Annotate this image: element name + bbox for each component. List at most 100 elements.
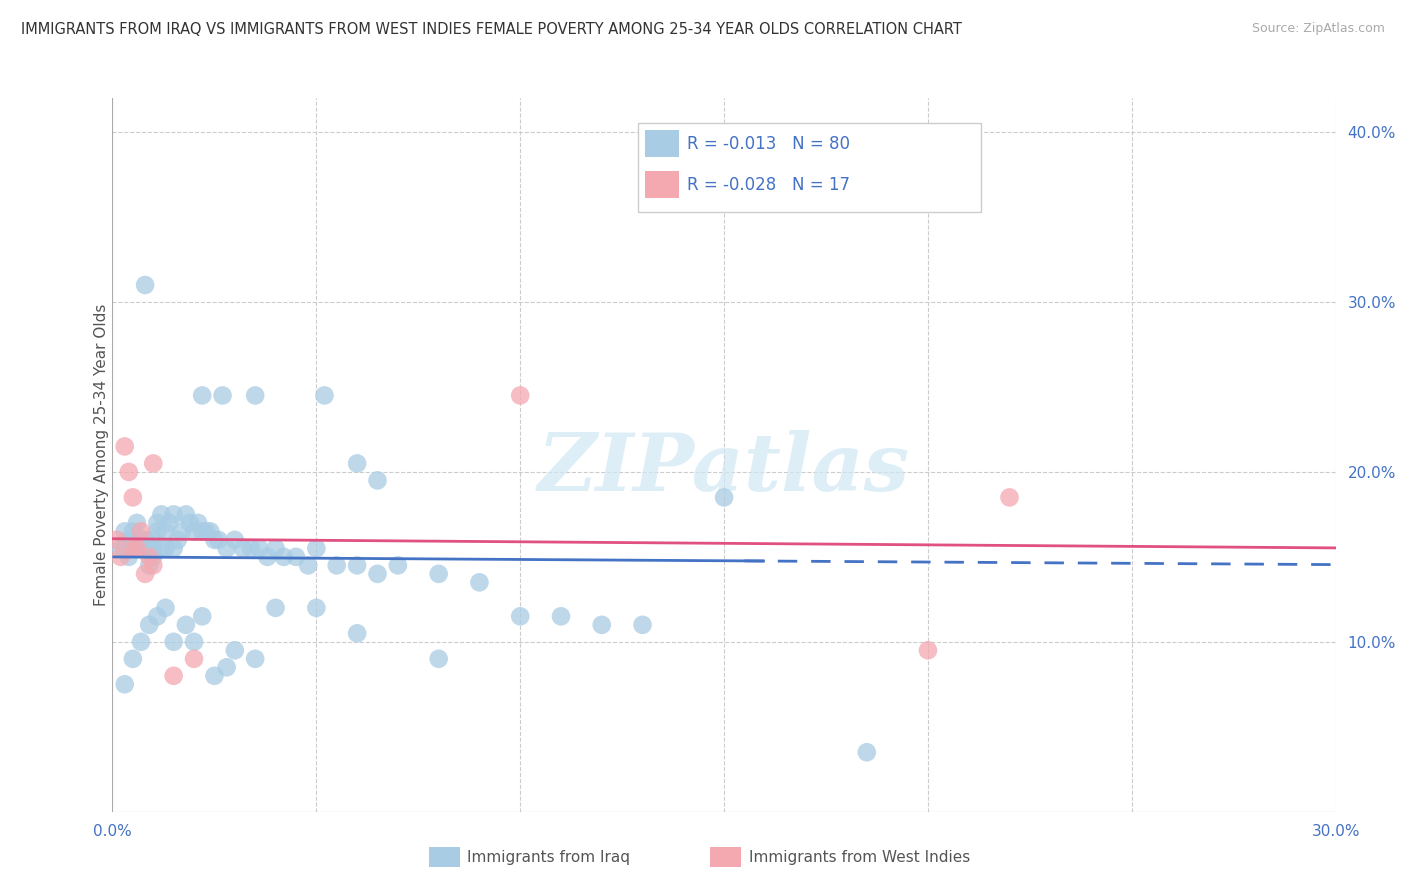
Point xyxy=(142,541,165,556)
Point xyxy=(159,516,181,530)
Point xyxy=(211,388,233,402)
Text: ZIPatlas: ZIPatlas xyxy=(538,431,910,508)
Bar xyxy=(638,123,981,212)
Point xyxy=(138,617,160,632)
Point xyxy=(138,541,160,556)
Point xyxy=(326,558,349,573)
Bar xyxy=(644,171,679,198)
Point xyxy=(855,745,877,759)
Point xyxy=(195,524,218,539)
Point xyxy=(631,617,654,632)
Point xyxy=(163,541,186,556)
Point xyxy=(122,541,145,556)
Point xyxy=(264,600,287,615)
Point xyxy=(550,609,572,624)
Point xyxy=(245,388,267,402)
Point xyxy=(187,516,209,530)
Point xyxy=(273,549,295,564)
Point xyxy=(240,541,263,556)
Point xyxy=(114,677,136,691)
Point xyxy=(179,516,201,530)
Point xyxy=(387,558,409,573)
Point xyxy=(215,660,238,674)
Point xyxy=(150,541,173,556)
Point xyxy=(122,541,145,556)
Point xyxy=(142,457,165,471)
Text: Source: ZipAtlas.com: Source: ZipAtlas.com xyxy=(1251,22,1385,36)
Bar xyxy=(644,130,679,157)
Point xyxy=(129,541,152,556)
Point xyxy=(125,541,148,556)
Point xyxy=(204,669,226,683)
Point xyxy=(125,541,148,556)
Point xyxy=(134,541,156,556)
Point xyxy=(138,549,160,564)
Point xyxy=(114,439,136,453)
Point xyxy=(366,566,388,581)
Point xyxy=(174,508,197,522)
Point xyxy=(170,524,193,539)
Point xyxy=(142,549,165,564)
Point xyxy=(183,652,205,666)
Point xyxy=(134,566,156,581)
Point xyxy=(346,457,368,471)
Point xyxy=(118,465,141,479)
Point xyxy=(110,549,132,564)
Point xyxy=(110,541,132,556)
Point xyxy=(129,635,152,649)
Point xyxy=(122,533,145,547)
Point xyxy=(366,474,388,488)
Point xyxy=(129,524,152,539)
Point xyxy=(204,533,226,547)
Point xyxy=(118,549,141,564)
Point xyxy=(256,549,278,564)
Point xyxy=(224,643,246,657)
Point xyxy=(142,558,165,573)
Point xyxy=(146,524,169,539)
Point xyxy=(305,541,328,556)
Point xyxy=(166,533,188,547)
Point xyxy=(163,635,186,649)
Point xyxy=(134,533,156,547)
Point xyxy=(245,652,267,666)
Y-axis label: Female Poverty Among 25-34 Year Olds: Female Poverty Among 25-34 Year Olds xyxy=(94,304,108,606)
Point xyxy=(163,508,186,522)
Point xyxy=(998,491,1021,505)
Point xyxy=(346,626,368,640)
Point xyxy=(427,652,450,666)
Point xyxy=(224,533,246,547)
Point xyxy=(207,533,229,547)
Point xyxy=(174,617,197,632)
Point xyxy=(191,609,214,624)
Point xyxy=(122,652,145,666)
Point xyxy=(346,558,368,573)
Point xyxy=(155,524,177,539)
Point xyxy=(509,388,531,402)
Point xyxy=(129,533,152,547)
Point xyxy=(591,617,613,632)
Point xyxy=(114,524,136,539)
Point xyxy=(105,533,128,547)
Text: R = -0.028   N = 17: R = -0.028 N = 17 xyxy=(688,177,851,194)
Point xyxy=(155,541,177,556)
Point xyxy=(314,388,336,402)
Point xyxy=(247,541,270,556)
Point xyxy=(183,635,205,649)
Point xyxy=(122,524,145,539)
Point xyxy=(509,609,531,624)
Point xyxy=(122,491,145,505)
Point xyxy=(713,491,735,505)
Point xyxy=(146,516,169,530)
Text: Immigrants from Iraq: Immigrants from Iraq xyxy=(467,850,630,864)
Point xyxy=(134,278,156,293)
Point xyxy=(114,541,136,556)
Point xyxy=(125,516,148,530)
Point xyxy=(150,508,173,522)
Point xyxy=(138,558,160,573)
Point xyxy=(191,388,214,402)
Point xyxy=(305,600,328,615)
Text: IMMIGRANTS FROM IRAQ VS IMMIGRANTS FROM WEST INDIES FEMALE POVERTY AMONG 25-34 Y: IMMIGRANTS FROM IRAQ VS IMMIGRANTS FROM … xyxy=(21,22,962,37)
Point xyxy=(232,541,254,556)
Point xyxy=(200,524,222,539)
Point xyxy=(297,558,319,573)
